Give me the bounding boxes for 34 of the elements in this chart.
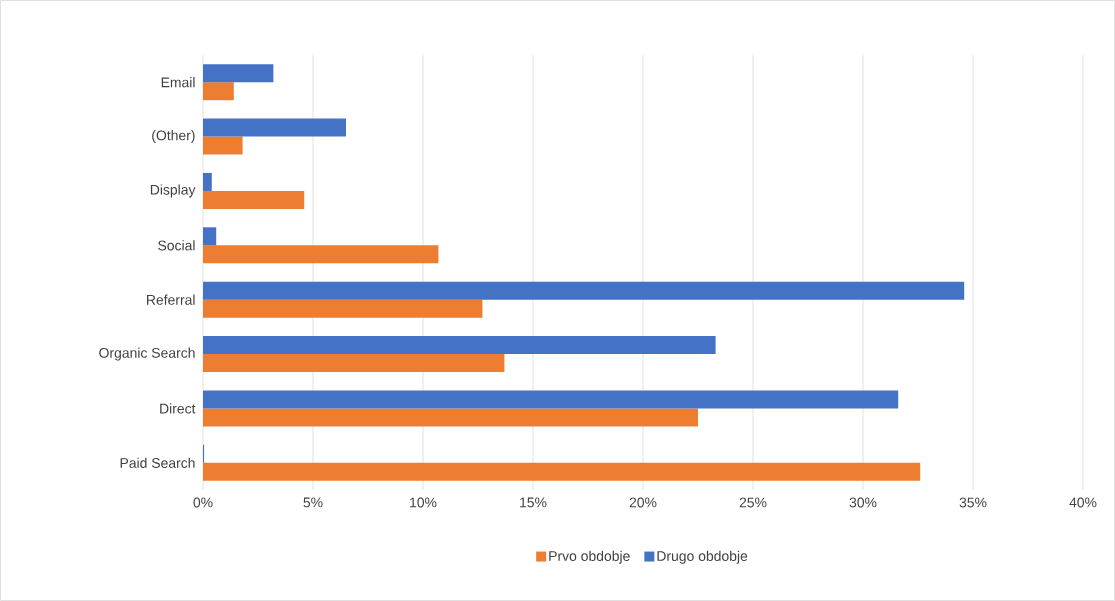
bar — [203, 64, 274, 83]
bar — [203, 172, 212, 191]
x-tick-label: 35% — [959, 497, 987, 508]
bar — [203, 136, 243, 155]
bar — [203, 190, 305, 209]
bar — [203, 245, 439, 264]
y-tick-label: Organic Search — [99, 347, 195, 361]
bar — [203, 390, 899, 409]
x-tick-label: 10% — [410, 497, 437, 508]
x-tick-label: 0% — [193, 497, 213, 508]
y-tick-label: (Other) — [152, 130, 195, 144]
y-tick-label: Referral — [147, 294, 195, 305]
x-tick-label: 20% — [629, 497, 657, 508]
y-tick-label: Paid Search — [120, 457, 195, 468]
y-tick-label: Direct — [160, 403, 196, 414]
bar — [203, 462, 921, 481]
bar — [203, 354, 505, 373]
bar — [203, 336, 716, 355]
bar — [203, 227, 217, 246]
bar — [203, 118, 346, 137]
bar — [203, 82, 234, 101]
bar — [203, 299, 483, 318]
x-tick-label: 5% — [303, 497, 323, 508]
y-tick-label: Email — [161, 77, 195, 88]
y-tick-label: Display — [150, 184, 196, 198]
x-tick-label: 25% — [739, 497, 767, 508]
x-tick-label: 15% — [520, 497, 547, 508]
bar — [203, 408, 698, 427]
legend-label: Prvo obdobje — [549, 550, 630, 564]
bar — [203, 281, 965, 300]
x-tick-label: 30% — [849, 497, 877, 508]
y-tick-label: Social — [158, 240, 195, 251]
legend-label: Drugo obdobje — [657, 550, 748, 564]
x-tick-label: 40% — [1069, 497, 1097, 508]
